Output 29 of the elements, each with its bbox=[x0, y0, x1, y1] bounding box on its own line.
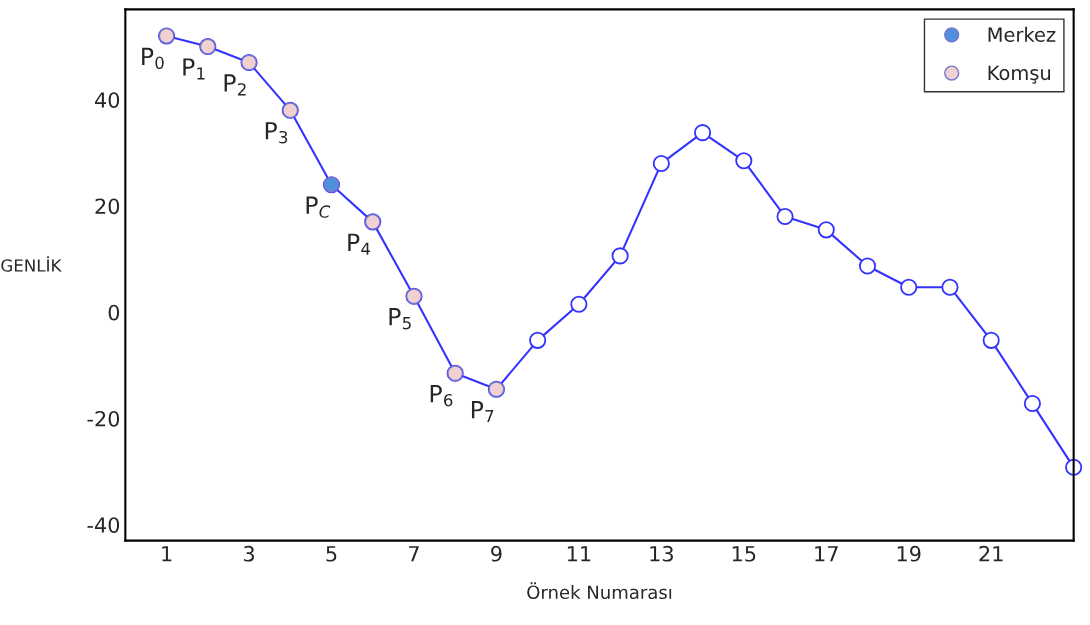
annotation: P$_{6}$ bbox=[430, 385, 453, 407]
y-tick-label: 0 bbox=[108, 304, 120, 321]
x-tick-label: 5 bbox=[326, 546, 337, 562]
x-axis-title: Örnek Numarası bbox=[527, 582, 672, 600]
annotation: P$_{4}$ bbox=[348, 233, 371, 255]
x-tick-label: 21 bbox=[979, 545, 1003, 562]
x-tick-label: 11 bbox=[567, 546, 591, 562]
x-tick-label: 15 bbox=[732, 546, 756, 562]
x-tick-label: 17 bbox=[815, 546, 838, 562]
x-tick-label: 9 bbox=[491, 545, 502, 562]
x-tick-label: 13 bbox=[650, 545, 673, 562]
y-tick-label: 20 bbox=[95, 198, 120, 215]
legend-label: Merkez bbox=[988, 26, 1056, 42]
x-tick-label: 1 bbox=[162, 546, 172, 562]
x-tick-label: 7 bbox=[409, 546, 419, 562]
annotation: P$_{5}$ bbox=[389, 308, 411, 330]
y-tick-label: -40 bbox=[87, 517, 120, 533]
y-tick-label: 40 bbox=[95, 92, 120, 108]
x-tick-label: 3 bbox=[244, 545, 254, 562]
annotation: P$_{2}$ bbox=[224, 74, 246, 96]
annotation: P$_{1}$ bbox=[183, 58, 205, 80]
legend-label: Komşu bbox=[988, 65, 1050, 84]
x-tick-label: 19 bbox=[897, 545, 921, 562]
annotation: P$_{7}$ bbox=[471, 401, 494, 423]
annotation: P$_{C}$ bbox=[306, 196, 331, 218]
annotation: P$_{3}$ bbox=[265, 122, 288, 144]
y-axis-title: GENLİK bbox=[1, 256, 62, 272]
annotation: P$_{0}$ bbox=[142, 47, 164, 70]
y-tick-label: -20 bbox=[87, 410, 120, 427]
